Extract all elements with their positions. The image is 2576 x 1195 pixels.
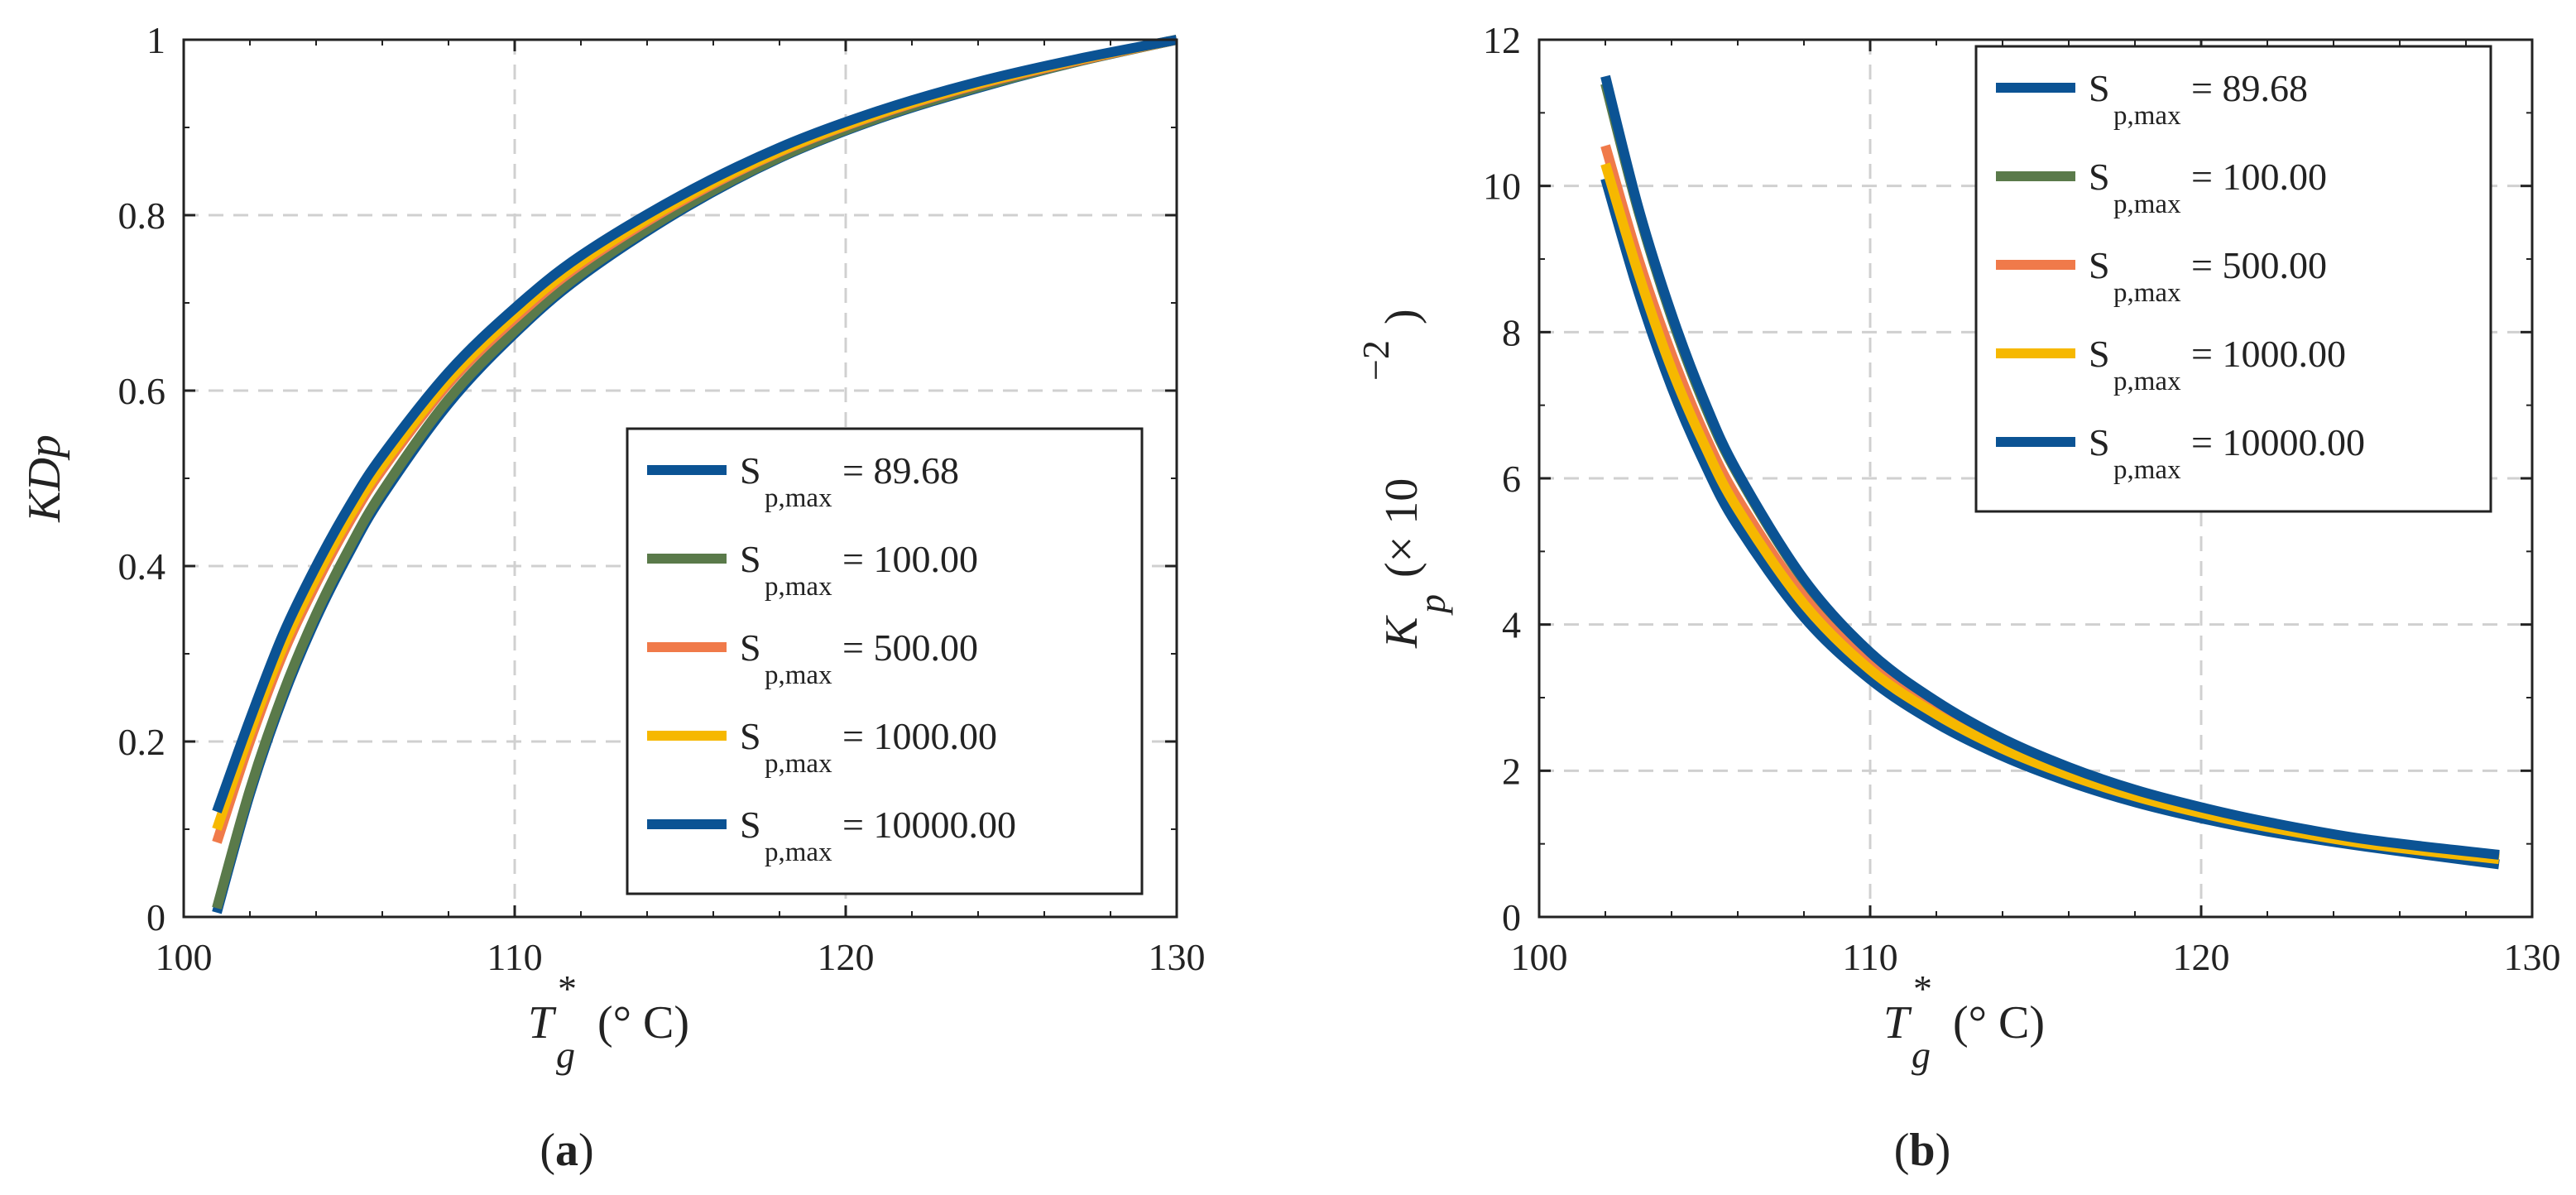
a-ytick-label: 1 xyxy=(146,19,165,61)
b-series-lines xyxy=(1600,74,2500,870)
b-legend-label-sub: p,max xyxy=(2113,278,2181,308)
b-legend-label-value: = 100.00 xyxy=(2191,156,2327,198)
a-y-axis-label: KDp xyxy=(19,434,70,523)
a-ytick-label: 0.2 xyxy=(118,721,166,763)
b-series-line-5 xyxy=(1600,74,2500,860)
b-ytick-label: 12 xyxy=(1483,19,1521,61)
b-ylabel-sub: p xyxy=(1411,594,1453,616)
b-ytick-label: 6 xyxy=(1502,458,1521,500)
b-series-line-4 xyxy=(1600,162,2500,865)
b-legend-label-main: S xyxy=(2089,244,2110,286)
b-xtick-label: 130 xyxy=(2504,936,2561,978)
b-xtick-label: 120 xyxy=(2173,936,2230,978)
b-xlabel-unit: (° C) xyxy=(1953,997,2045,1049)
a-legend-label-main: S xyxy=(740,715,761,757)
b-legend-label-value: = 10000.00 xyxy=(2191,421,2365,463)
b-ytick-label: 4 xyxy=(1502,604,1521,646)
b-panel-letter: b xyxy=(1909,1125,1935,1176)
a-legend-label-sub: p,max xyxy=(765,572,832,602)
a-ytick-label: 0.8 xyxy=(118,194,166,237)
b-legend-label-main: S xyxy=(2089,421,2110,463)
b-legend-label-sub: p,max xyxy=(2113,455,2181,485)
a-legend-label-value: = 1000.00 xyxy=(842,715,997,757)
a-xtick-label: 110 xyxy=(487,936,542,978)
b-x-axis-label: T * g (° C) xyxy=(1883,967,2045,1076)
b-ylabel-unit-open: (× 10 xyxy=(1376,478,1427,578)
a-legend-label-main: S xyxy=(740,449,761,492)
a-legend-label-value: = 89.68 xyxy=(842,449,959,492)
a-xtick-label: 120 xyxy=(818,936,875,978)
a-legend-label-value: = 500.00 xyxy=(842,626,978,669)
a-ytick-label: 0.4 xyxy=(118,545,166,588)
b-legend-label-sub: p,max xyxy=(2113,101,2181,131)
b-xlabel-main: T xyxy=(1883,997,1912,1049)
panel-a: 100 110 120 130 0 0.2 0.4 0.6 0.8 1 KDp T * g (° … xyxy=(19,19,1206,1176)
a-x-axis-label: T * g (° C) xyxy=(528,967,689,1076)
a-xlabel-sup: * xyxy=(558,967,577,1010)
a-legend: Sp,max = 89.68 Sp,max = 100.00 Sp,max = 500.0… xyxy=(626,427,1144,895)
b-legend-label-main: S xyxy=(2089,67,2110,109)
a-panel-caption: (a) xyxy=(540,1125,593,1176)
b-ytick-label: 2 xyxy=(1502,750,1521,792)
a-ytick-label: 0 xyxy=(146,896,165,938)
b-legend-label-main: S xyxy=(2089,333,2110,375)
b-legend-label-sub: p,max xyxy=(2113,367,2181,396)
b-ticks: 100 110 120 130 0 2 4 6 8 10 12 xyxy=(1483,19,2561,978)
a-xlabel-unit: (° C) xyxy=(597,997,689,1049)
a-legend-label-sub: p,max xyxy=(765,660,832,690)
a-xtick-label: 130 xyxy=(1149,936,1206,978)
b-legend: Sp,max = 89.68 Sp,max = 100.00 Sp,max = 500.0… xyxy=(1974,45,2492,513)
b-ylabel-main: K xyxy=(1376,615,1427,649)
b-xtick-label: 100 xyxy=(1511,936,1568,978)
b-legend-label-sub: p,max xyxy=(2113,190,2181,219)
b-ytick-label: 8 xyxy=(1502,311,1521,353)
b-xtick-label: 110 xyxy=(1842,936,1897,978)
b-ylabel-unit-close: ) xyxy=(1376,309,1427,324)
a-legend-label-main: S xyxy=(740,626,761,669)
panel-b: 100 110 120 130 0 2 4 6 8 10 12 K p (× 10 −2 ) T *… xyxy=(1355,19,2561,1176)
a-legend-label-main: S xyxy=(740,804,761,846)
a-ytick-label: 0.6 xyxy=(118,370,166,412)
a-legend-label-value: = 100.00 xyxy=(842,538,978,580)
a-series-line-5 xyxy=(212,35,1178,813)
a-legend-label-sub: p,max xyxy=(765,749,832,779)
b-ytick-label: 10 xyxy=(1483,166,1521,208)
b-legend-box xyxy=(1974,45,2492,513)
b-legend-label-value: = 1000.00 xyxy=(2191,333,2346,375)
a-legend-label-main: S xyxy=(740,538,761,580)
a-series-lines xyxy=(212,35,1178,914)
b-legend-label-main: S xyxy=(2089,156,2110,198)
a-ticks: 100 110 120 130 0 0.2 0.4 0.6 0.8 1 xyxy=(118,19,1206,978)
b-legend-label-value: = 500.00 xyxy=(2191,244,2327,286)
b-panel-caption: (b) xyxy=(1894,1125,1950,1176)
a-xlabel-sub: g xyxy=(556,1034,575,1076)
b-ylabel-exp: −2 xyxy=(1355,340,1397,381)
a-legend-label-value: = 10000.00 xyxy=(842,804,1016,846)
b-y-axis-label: K p (× 10 −2 ) xyxy=(1355,309,1453,649)
a-legend-box xyxy=(626,427,1144,895)
a-xlabel-main: T xyxy=(528,997,557,1049)
a-legend-label-sub: p,max xyxy=(765,837,832,867)
b-xlabel-sub: g xyxy=(1912,1034,1931,1076)
b-legend-label-value: = 89.68 xyxy=(2191,67,2308,109)
a-legend-label-sub: p,max xyxy=(765,483,832,513)
a-panel-letter: a xyxy=(555,1125,578,1176)
b-xlabel-sup: * xyxy=(1913,967,1932,1010)
b-ytick-label: 0 xyxy=(1502,896,1521,938)
a-xtick-label: 100 xyxy=(156,936,213,978)
